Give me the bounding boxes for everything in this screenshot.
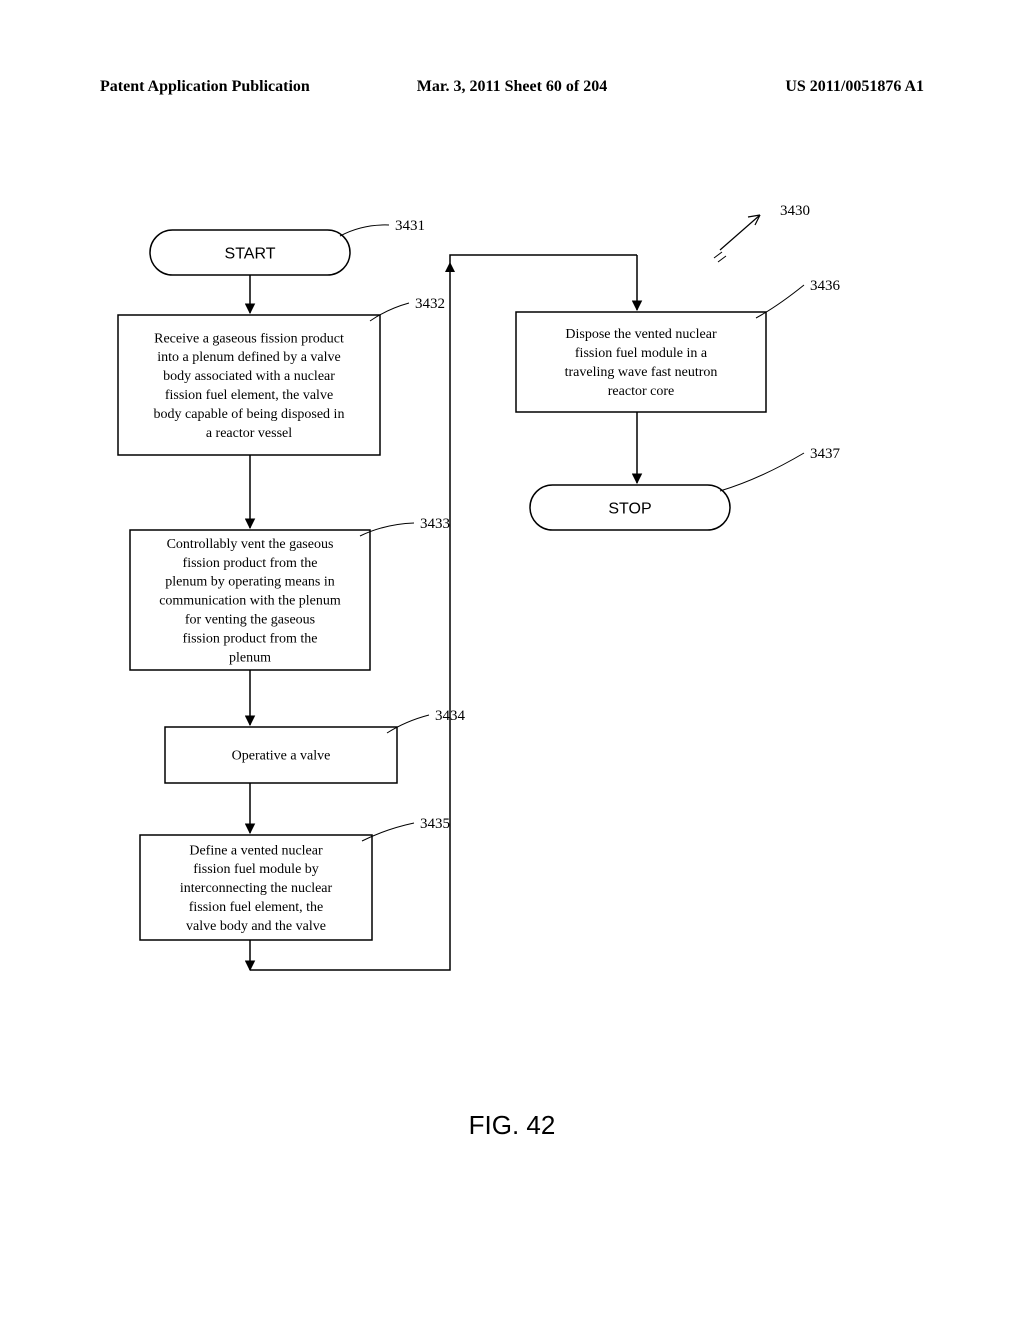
figure-caption: FIG. 42 <box>0 1110 1024 1141</box>
svg-text:Receive a gaseous fission prod: Receive a gaseous fission productinto a … <box>154 331 345 441</box>
leader-line <box>340 225 389 236</box>
leader-line <box>387 715 429 733</box>
terminator-text-stop: STOP <box>608 501 651 518</box>
header-left: Patent Application Publication <box>100 78 310 96</box>
svg-text:Define a vented nuclearfission: Define a vented nuclearfission fuel modu… <box>180 843 333 934</box>
fig-ref-arrow-line <box>720 215 760 250</box>
ref-label: 3431 <box>395 218 425 234</box>
leader-line <box>720 453 804 491</box>
ref-label: 3433 <box>420 516 450 532</box>
fig-ref-label: 3430 <box>780 203 810 219</box>
leader-line <box>362 823 414 841</box>
svg-text:Dispose the vented nuclearfiss: Dispose the vented nuclearfission fuel m… <box>565 327 718 399</box>
ref-label: 3435 <box>420 816 450 832</box>
header-center: Mar. 3, 2011 Sheet 60 of 204 <box>417 78 608 96</box>
header-right: US 2011/0051876 A1 <box>785 78 924 96</box>
leader-line <box>756 285 804 318</box>
leader-line <box>370 303 409 321</box>
ref-label: 3437 <box>810 446 841 462</box>
mid-arrowhead <box>445 262 455 272</box>
ref-label: 3432 <box>415 296 445 312</box>
svg-text:Operative a valve: Operative a valve <box>232 749 331 764</box>
flowchart-container: START 3431 Receive a gaseous fission produ… <box>0 200 1024 1100</box>
page-header: Patent Application Publication Mar. 3, 2… <box>0 78 1024 96</box>
flowchart-svg: START 3431 Receive a gaseous fission produ… <box>0 200 1024 1020</box>
terminator-text-start: START <box>225 246 276 263</box>
ref-label: 3436 <box>810 278 841 294</box>
svg-text:Controllably vent the gaseousf: Controllably vent the gaseousfission pro… <box>159 537 341 665</box>
